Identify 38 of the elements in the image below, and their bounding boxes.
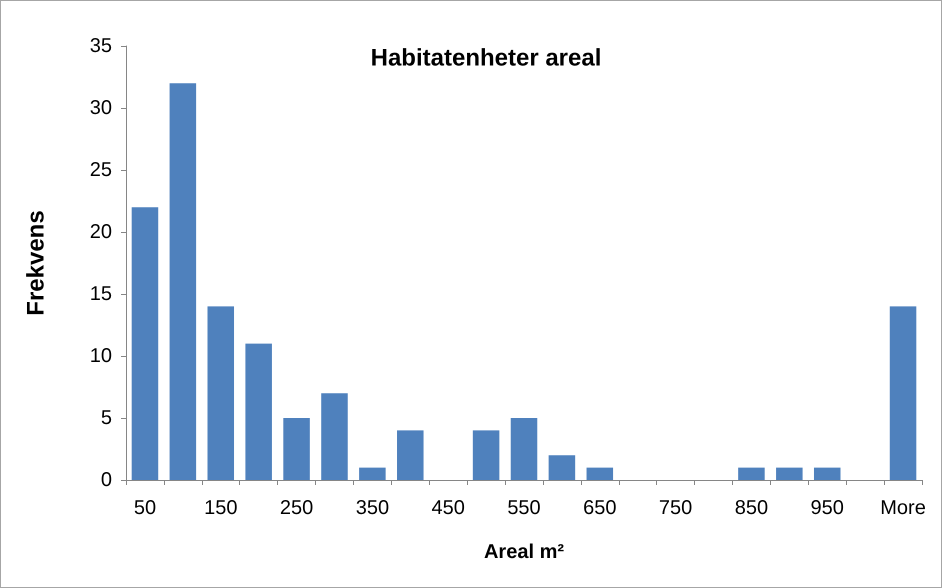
y-tick-label: 10 (90, 345, 112, 367)
x-tick-label: 850 (734, 497, 768, 519)
bar (245, 344, 272, 480)
x-tick-label: 350 (356, 497, 390, 519)
bar (510, 418, 538, 480)
y-tick-label: 15 (90, 283, 112, 305)
bar (132, 207, 158, 480)
bar (283, 418, 310, 480)
x-tick-label: 250 (280, 497, 314, 519)
y-tick-label: 25 (90, 159, 112, 181)
x-tick-label: 550 (507, 497, 541, 519)
bar (207, 306, 234, 480)
chart-title: Habitatenheter areal (370, 44, 602, 72)
y-tick-label: 30 (90, 97, 112, 119)
x-tick-label: 950 (810, 497, 844, 519)
x-tick-label: 50 (134, 497, 156, 519)
bar (472, 430, 500, 480)
bar (548, 455, 576, 480)
bar (586, 468, 614, 480)
x-tick-label: 150 (204, 497, 238, 519)
x-axis-title: Areal m² (484, 541, 564, 563)
y-tick-label: 35 (90, 35, 112, 57)
bar (776, 468, 803, 480)
x-tick-label: More (880, 497, 926, 519)
y-axis-title: Frekvens (22, 210, 50, 316)
x-tick-label: 650 (583, 497, 616, 519)
y-tick-label: 20 (90, 221, 112, 243)
bar (738, 468, 765, 480)
x-tick-label: 450 (432, 497, 465, 519)
bar (397, 430, 424, 480)
y-tick-label: 5 (100, 407, 112, 429)
bar (890, 306, 916, 480)
x-tick-label: 750 (658, 497, 692, 519)
bar (814, 468, 841, 480)
bar (170, 83, 196, 480)
bar (321, 393, 348, 480)
y-tick-label: 0 (100, 469, 112, 491)
bar (359, 468, 386, 480)
